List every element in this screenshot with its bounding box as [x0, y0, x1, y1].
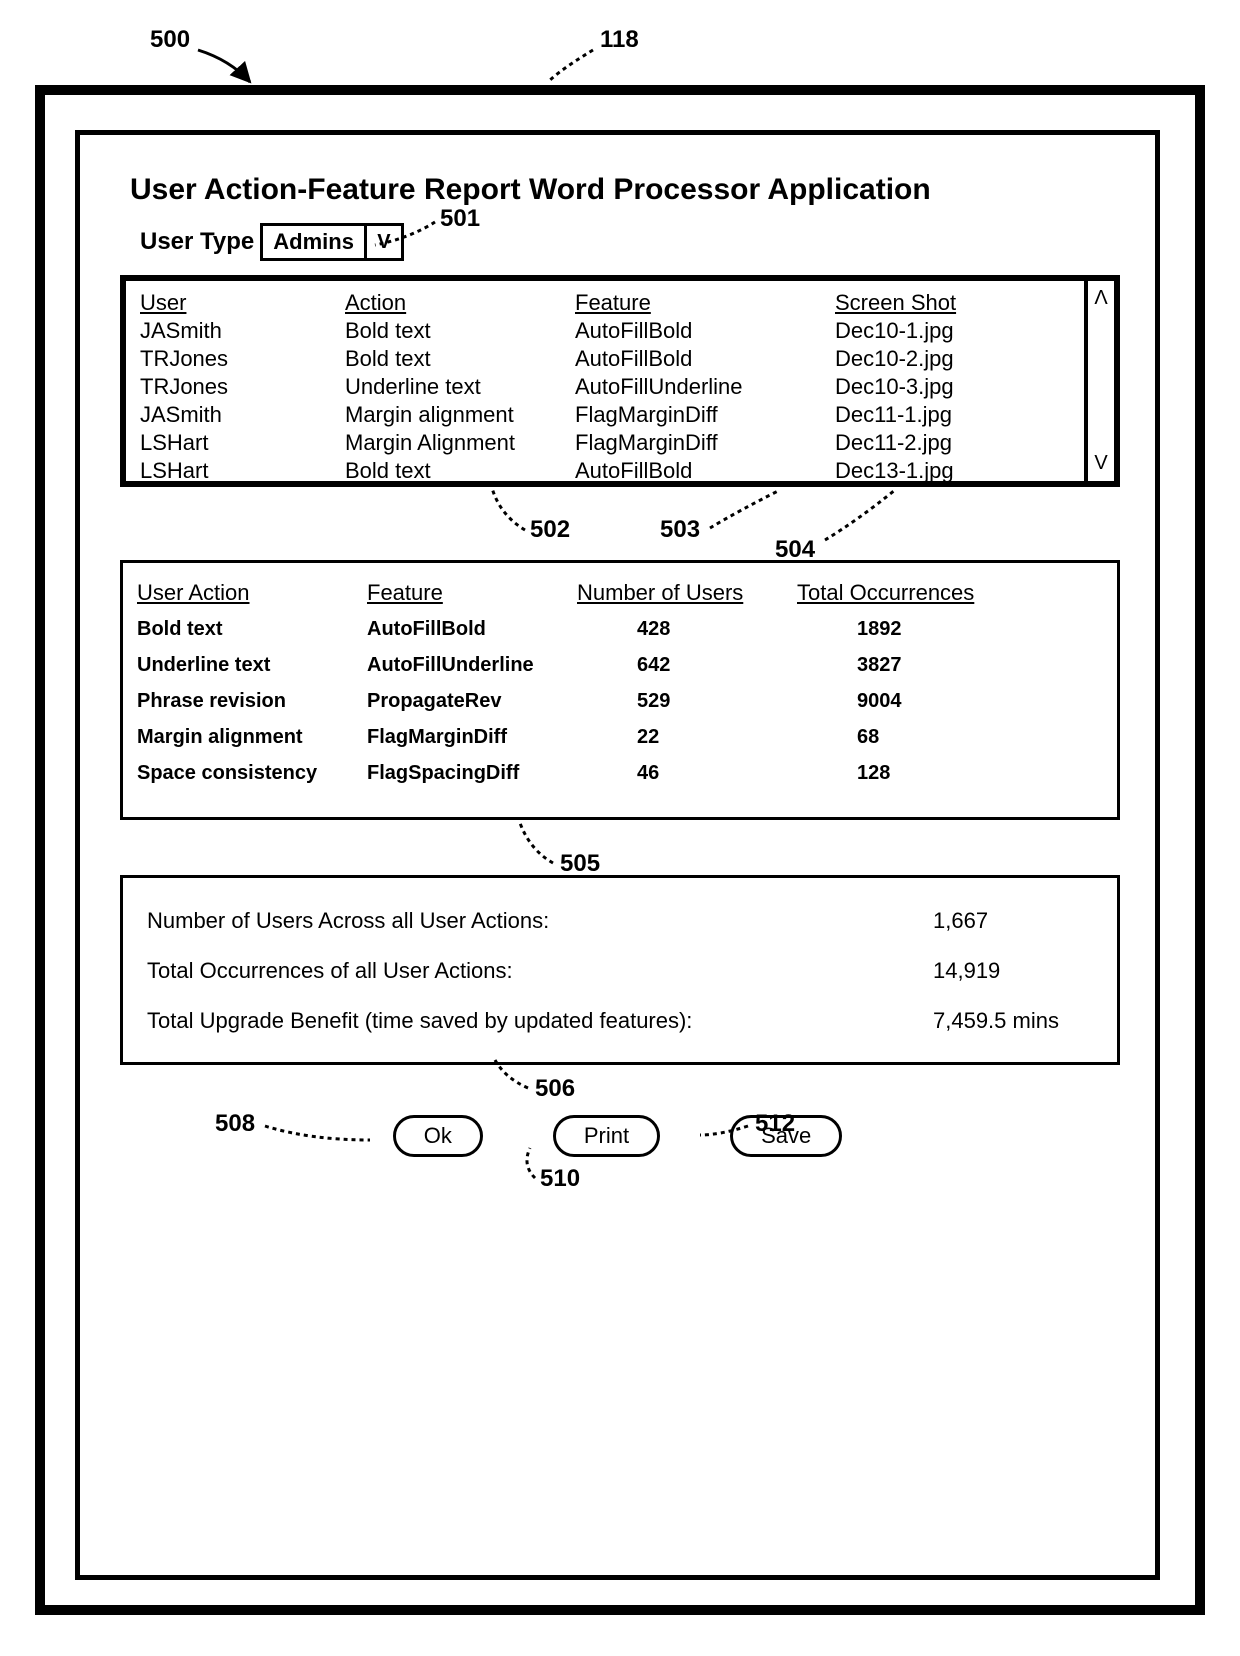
ok-button[interactable]: Ok: [393, 1115, 483, 1157]
summary-benefit-label: Total Upgrade Benefit (time saved by upd…: [147, 996, 692, 1046]
col-header-number-of-users: Number of Users: [577, 575, 797, 611]
summary-occurrences-value: 14,919: [883, 946, 1093, 996]
summary-occurrences-label: Total Occurrences of all User Actions:: [147, 946, 513, 996]
col-header-screenshot: Screen Shot: [835, 289, 1025, 317]
summary-row: Number of Users Across all User Actions:…: [147, 896, 1093, 946]
ref-510: 510: [540, 1165, 580, 1193]
ref-502: 502: [530, 516, 570, 544]
col-header-user-action: User Action: [137, 575, 367, 611]
table-row: Phrase revision PropagateRev 529 9004: [137, 683, 1097, 719]
ref-501: 501: [440, 205, 480, 233]
table-row: LSHart Margin Alignment FlagMarginDiff D…: [140, 429, 1080, 457]
summary-row: Total Occurrences of all User Actions: 1…: [147, 946, 1093, 996]
table-row: JASmith Margin alignment FlagMarginDiff …: [140, 401, 1080, 429]
table-row: LSHart Bold text AutoFillBold Dec13-1.jp…: [140, 457, 1080, 485]
scroll-down-icon[interactable]: V: [1094, 452, 1107, 475]
summary-users-value: 1,667: [883, 896, 1093, 946]
print-button[interactable]: Print: [553, 1115, 660, 1157]
col-header-total-occurrences: Total Occurrences: [797, 575, 1037, 611]
totals-box: Number of Users Across all User Actions:…: [120, 875, 1120, 1065]
table-row: JASmith Bold text AutoFillBold Dec10-1.j…: [140, 317, 1080, 345]
table-row: TRJones Underline text AutoFillUnderline…: [140, 373, 1080, 401]
summary-table-body: User Action Feature Number of Users Tota…: [137, 575, 1097, 791]
ref-503: 503: [660, 516, 700, 544]
ref-500: 500: [150, 26, 190, 54]
col-header-user: User: [140, 289, 345, 317]
ref-504: 504: [775, 536, 815, 564]
chevron-down-icon[interactable]: V: [367, 226, 401, 258]
raw-events-table-body: User Action Feature Screen Shot JASmith …: [140, 289, 1080, 485]
ref-512: 512: [755, 1110, 795, 1138]
user-type-row: User Type Admins V: [140, 223, 404, 261]
ref-505: 505: [560, 850, 600, 878]
scrollbar[interactable]: Λ V: [1084, 281, 1114, 481]
table-row: TRJones Bold text AutoFillBold Dec10-2.j…: [140, 345, 1080, 373]
user-type-label: User Type: [140, 228, 254, 256]
ref-506: 506: [535, 1075, 575, 1103]
summary-users-label: Number of Users Across all User Actions:: [147, 896, 549, 946]
table-row: Bold text AutoFillBold 428 1892: [137, 611, 1097, 647]
summary-table: User Action Feature Number of Users Tota…: [120, 560, 1120, 820]
raw-events-table: User Action Feature Screen Shot JASmith …: [120, 275, 1120, 487]
col-header-feature-2: Feature: [367, 575, 577, 611]
table-row: Margin alignment FlagMarginDiff 22 68: [137, 719, 1097, 755]
col-header-action: Action: [345, 289, 575, 317]
summary-row: Total Upgrade Benefit (time saved by upd…: [147, 996, 1093, 1046]
user-type-selected-value: Admins: [263, 226, 367, 258]
table-row: Space consistency FlagSpacingDiff 46 128: [137, 755, 1097, 791]
summary-benefit-value: 7,459.5 mins: [883, 996, 1093, 1046]
col-header-feature: Feature: [575, 289, 835, 317]
report-panel: User Action-Feature Report Word Processo…: [75, 130, 1160, 1580]
ref-508: 508: [215, 1110, 255, 1138]
table-row: Underline text AutoFillUnderline 642 382…: [137, 647, 1097, 683]
ref-118: 118: [600, 26, 639, 54]
outer-window-frame: User Action-Feature Report Word Processo…: [35, 85, 1205, 1615]
user-type-dropdown[interactable]: Admins V: [260, 223, 404, 261]
page-title: User Action-Feature Report Word Processo…: [130, 173, 931, 207]
scroll-up-icon[interactable]: Λ: [1094, 287, 1107, 310]
